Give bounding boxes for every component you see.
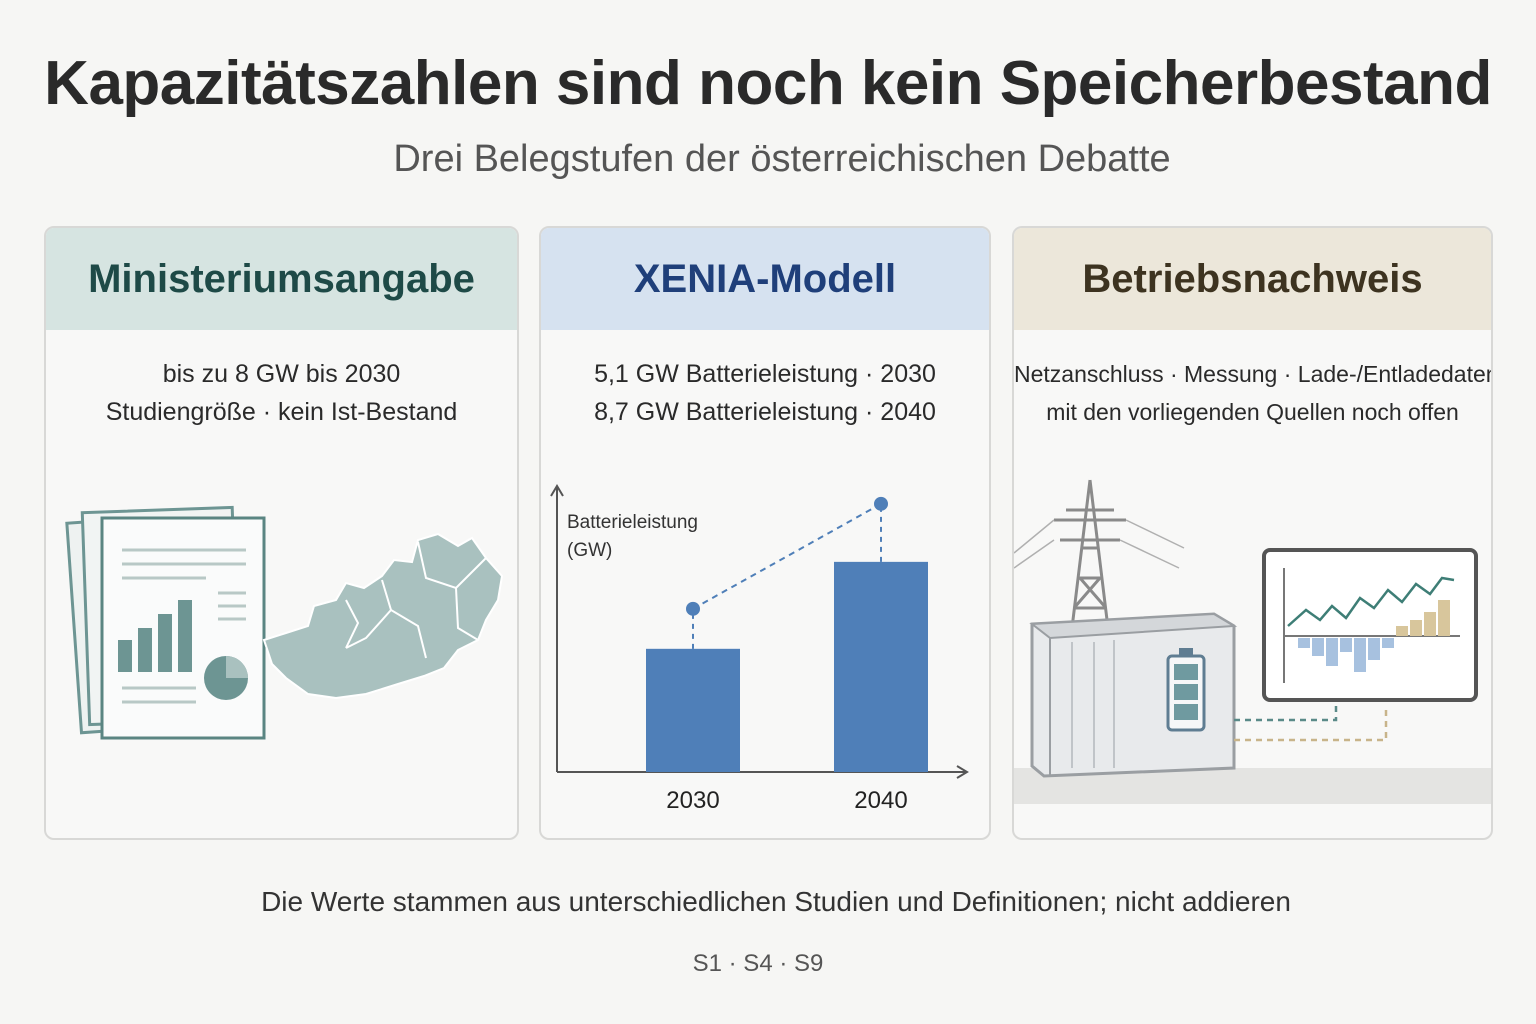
power-pylon-icon: [1014, 479, 1185, 629]
panel-description: 5,1 GW Batterieleistung · 2030 8,7 GW Ba…: [541, 355, 989, 431]
footnote: Die Werte stammen aus unterschiedlichen …: [261, 886, 1291, 917]
panel-description: Netzanschluss · Messung · Lade-/Entladed…: [1014, 355, 1491, 431]
panel-heading: Ministeriumsangabe: [46, 228, 517, 330]
x-tick-label: 2030: [666, 787, 719, 814]
panel-line: Netzanschluss · Messung · Lade-/Entladed…: [1014, 361, 1493, 387]
panel-line: 8,7 GW Batterieleistung · 2040: [594, 398, 936, 426]
panel-line: mit den vorliegenden Quellen noch offen: [1046, 399, 1459, 425]
marker-point-2040: [874, 496, 888, 511]
monitor-chart-icon: [1262, 548, 1478, 702]
panel-line: 5,1 GW Batterieleistung · 2030: [594, 360, 936, 388]
xenia-bar-chart: Batterieleistung (GW) 2030 2040: [550, 484, 969, 814]
page-title: Kapazitätszahlen sind noch kein Speicher…: [44, 49, 1492, 118]
panel-heading: Betriebsnachweis: [1014, 228, 1491, 330]
panel-description: bis zu 8 GW bis 2030 Studiengröße · kein…: [46, 355, 517, 431]
panel-line: bis zu 8 GW bis 2030: [162, 360, 401, 388]
bar-2030: [646, 648, 740, 772]
trend-line: [692, 502, 882, 610]
document-stack-icon: [65, 505, 266, 740]
bar-2040: [834, 561, 928, 772]
x-axis-arrow: [956, 765, 969, 779]
panel-xenia: XENIA-Modell 5,1 GW Batterieleistung · 2…: [539, 226, 991, 840]
ministry-illustration: [65, 505, 504, 740]
page-subtitle: Drei Belegstufen der österreichischen De…: [393, 138, 1171, 180]
y-axis-label-line: (GW): [567, 540, 612, 561]
operation-illustration: [1014, 479, 1491, 804]
panel-operation-proof: Betriebsnachweis Netzanschluss · Messung…: [1012, 226, 1493, 840]
battery-container-icon: [1029, 612, 1238, 778]
y-axis-label-line: Batterieleistung: [567, 512, 698, 533]
panel-line: Studiengröße · kein Ist-Bestand: [105, 398, 458, 426]
source-references: S1 · S4 · S9: [692, 950, 824, 977]
data-link-line: [1234, 706, 1338, 722]
marker-point-2030: [686, 601, 700, 616]
panel-heading: XENIA-Modell: [541, 228, 989, 330]
x-tick-label: 2040: [854, 787, 907, 814]
austria-map-icon: [262, 532, 504, 700]
data-link-line: [1234, 706, 1388, 742]
y-axis-arrow: [550, 484, 564, 497]
panel-ministry: Ministeriumsangabe bis zu 8 GW bis 2030 …: [44, 226, 519, 840]
